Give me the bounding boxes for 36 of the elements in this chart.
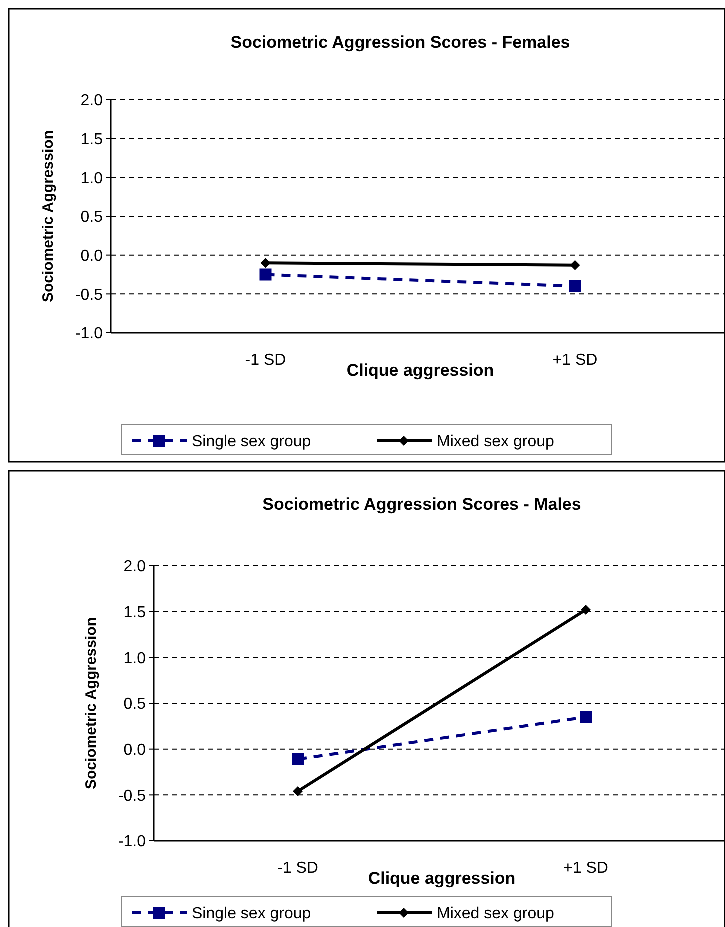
x-axis-title: Clique aggression — [368, 869, 516, 888]
y-axis-title: Sociometric Aggression — [83, 618, 100, 790]
point — [581, 605, 591, 615]
y-tick-label: -0.5 — [75, 286, 104, 304]
y-tick-label: -0.5 — [118, 788, 146, 805]
legend-label: Mixed sex group — [437, 434, 554, 451]
y-tick-label: 1.5 — [80, 131, 104, 148]
legend-label: Mixed sex group — [437, 906, 554, 923]
point — [292, 753, 304, 766]
x-tick-label: -1 SD — [245, 352, 286, 369]
point — [293, 786, 303, 796]
y-tick-label: -1.0 — [75, 326, 104, 343]
y-tick-label: 0.0 — [124, 742, 146, 759]
legend-label: Single sex group — [192, 434, 312, 451]
chart-title: Sociometric Aggression Scores - Females — [230, 33, 570, 52]
y-tick-label: 1.5 — [124, 604, 146, 622]
point — [260, 258, 271, 268]
y-tick-label: 0.5 — [124, 696, 146, 714]
y-tick-label: 0.0 — [80, 248, 104, 265]
y-tick-label: 1.0 — [80, 170, 104, 188]
point — [570, 260, 580, 270]
x-tick-label: -1 SD — [278, 860, 318, 877]
x-tick-label: +1 SD — [552, 352, 598, 369]
point — [260, 268, 272, 281]
y-tick-label: 1.0 — [124, 650, 146, 668]
x-tick-label: +1 SD — [564, 860, 608, 877]
y-axis-title: Sociometric Aggression — [40, 130, 57, 302]
chart-title: Sociometric Aggression Scores - Males — [262, 495, 582, 514]
point — [580, 711, 592, 724]
legend-label: Single sex group — [192, 906, 312, 923]
y-tick-label: 2.0 — [80, 92, 104, 110]
x-axis-title: Clique aggression — [346, 361, 494, 380]
y-tick-label: 2.0 — [124, 558, 146, 576]
y-tick-label: 0.5 — [80, 209, 104, 226]
point — [569, 280, 582, 292]
y-tick-label: -1.0 — [118, 834, 146, 851]
